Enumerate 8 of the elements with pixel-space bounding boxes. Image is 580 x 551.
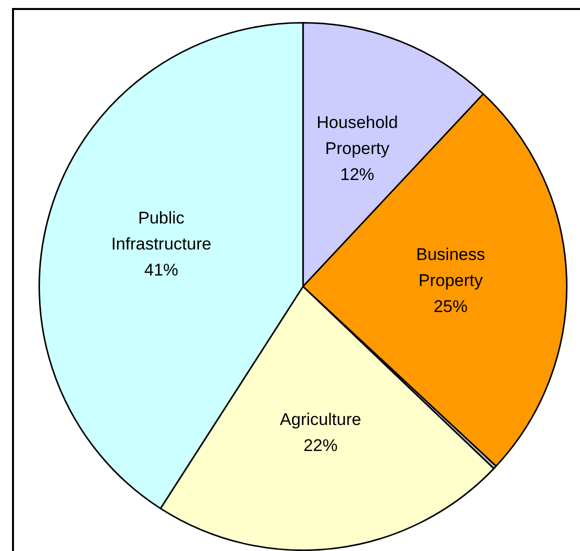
data-label: 22% xyxy=(304,436,338,455)
slice-label: Agriculture xyxy=(280,410,362,429)
slice-label: Public Infrastructure xyxy=(111,208,212,254)
data-label: 25% xyxy=(434,297,468,316)
slice-label: Household Property xyxy=(316,112,398,158)
slice-label: Business Property xyxy=(416,245,486,290)
data-label: 41% xyxy=(144,260,178,280)
data-label: 12% xyxy=(340,164,374,184)
